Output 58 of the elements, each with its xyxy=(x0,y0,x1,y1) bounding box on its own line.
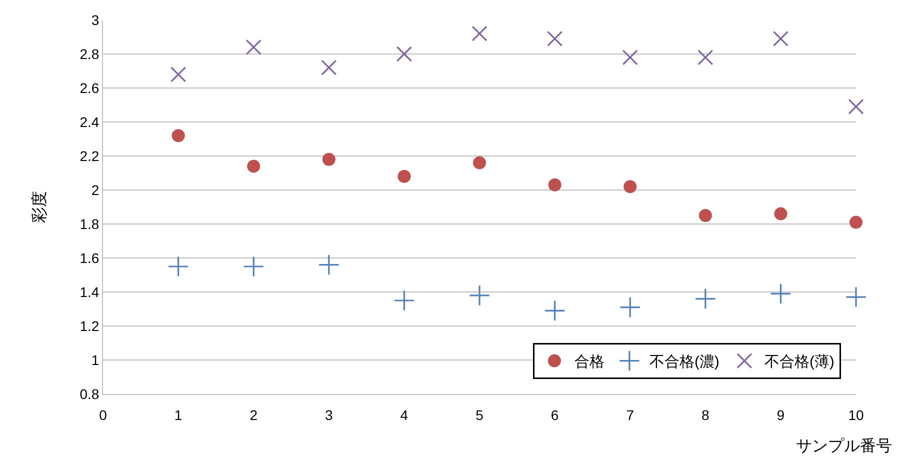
x-tick-label: 6 xyxy=(550,406,559,423)
point xyxy=(848,98,864,114)
point xyxy=(472,26,488,42)
point xyxy=(620,296,641,318)
x-tick-label: 2 xyxy=(250,406,258,423)
x-tick-label: 7 xyxy=(626,406,634,423)
point xyxy=(845,286,867,308)
point xyxy=(394,290,415,312)
x-tick-label: 5 xyxy=(476,406,484,423)
point xyxy=(624,180,637,194)
y-tick-label: 1.2 xyxy=(80,318,100,334)
y-tick-label: 0.8 xyxy=(80,386,100,402)
y-tick-label: 1.6 xyxy=(80,250,100,266)
y-tick-label: 1 xyxy=(91,352,100,368)
point xyxy=(318,254,340,276)
y-tick-label: 1.4 xyxy=(80,284,100,300)
point xyxy=(622,50,638,66)
point xyxy=(168,256,189,278)
point xyxy=(172,129,185,142)
y-axis-title: 彩度 xyxy=(30,191,49,223)
y-tick-label: 3 xyxy=(91,12,100,28)
point xyxy=(243,256,264,278)
legend-label: 不合格(濃) xyxy=(649,354,720,371)
x-axis-title: サンプル番号 xyxy=(796,437,892,455)
point xyxy=(850,216,862,229)
point xyxy=(396,46,412,62)
point xyxy=(473,156,486,170)
x-tick-label: 9 xyxy=(776,406,785,423)
x-tick-label: 8 xyxy=(702,406,710,423)
point xyxy=(698,50,714,66)
y-tick-label: 2 xyxy=(91,182,100,198)
x-tick-label: 1 xyxy=(174,406,182,423)
point xyxy=(544,300,566,322)
y-tick-label: 1.8 xyxy=(80,216,100,232)
point xyxy=(774,207,788,220)
point xyxy=(170,66,186,82)
x-tick-label: 10 xyxy=(848,406,864,423)
point xyxy=(246,39,262,55)
x-tick-label: 4 xyxy=(400,406,408,423)
point xyxy=(247,160,260,173)
y-tick-label: 2.4 xyxy=(80,114,100,130)
point xyxy=(322,152,336,166)
point xyxy=(772,30,788,46)
y-tick-label: 2.6 xyxy=(80,80,100,96)
point xyxy=(398,170,411,183)
point xyxy=(548,178,562,192)
x-tick-label: 0 xyxy=(99,406,108,423)
legend-label: 不合格(薄) xyxy=(764,354,834,371)
point xyxy=(770,283,792,304)
point xyxy=(547,30,563,46)
y-tick-label: 2.8 xyxy=(80,46,100,62)
y-tick-label: 2.2 xyxy=(80,148,100,164)
point xyxy=(321,60,337,76)
point xyxy=(468,284,490,306)
legend-label: 合格 xyxy=(574,354,604,371)
point xyxy=(698,209,712,222)
point xyxy=(694,288,716,310)
x-tick-label: 3 xyxy=(325,406,333,423)
